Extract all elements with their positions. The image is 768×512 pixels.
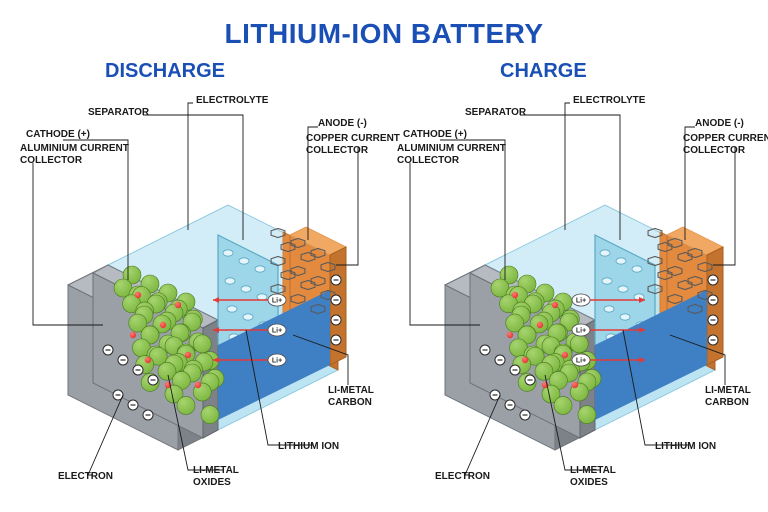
panel-heading-discharge: DISCHARGE: [105, 60, 225, 83]
label-separator: SEPARATOR: [465, 107, 526, 119]
label-oxides: LI-METALOXIDES: [570, 465, 616, 488]
label-carbon: LI-METALCARBON: [328, 385, 374, 408]
panel-heading-charge: CHARGE: [500, 60, 587, 83]
label-electron: ELECTRON: [58, 471, 113, 483]
svg-text:Li+: Li+: [272, 298, 282, 305]
label-lithium-ion: LITHIUM ION: [655, 441, 716, 453]
charge-panel: Li+ Li+ Li+ SEPARATOR ELECTROLYTE CATHODE (+)…: [395, 85, 755, 490]
label-electrolyte: ELECTROLYTE: [196, 95, 268, 107]
label-lithium-ion: LITHIUM ION: [278, 441, 339, 453]
main-title: LITHIUM-ION BATTERY: [0, 18, 768, 50]
label-oxides: LI-METALOXIDES: [193, 465, 239, 488]
label-electron: ELECTRON: [435, 471, 490, 483]
label-aluminium: ALUMINIUM CURRENTCOLLECTOR: [20, 143, 129, 166]
label-anode: ANODE (-): [318, 118, 367, 130]
svg-text:Li+: Li+: [272, 328, 282, 335]
svg-text:Li+: Li+: [576, 358, 586, 365]
label-separator: SEPARATOR: [88, 107, 149, 119]
label-anode: ANODE (-): [695, 118, 744, 130]
label-electrolyte: ELECTROLYTE: [573, 95, 645, 107]
label-carbon: LI-METALCARBON: [705, 385, 751, 408]
label-copper: COPPER CURRENTCOLLECTOR: [306, 133, 400, 156]
discharge-panel: Li+ Li+ Li+ SEPARATOR ELECTROLYTE CATHODE (+)…: [18, 85, 378, 490]
svg-text:Li+: Li+: [272, 358, 282, 365]
svg-text:Li+: Li+: [576, 328, 586, 335]
svg-text:Li+: Li+: [576, 298, 586, 305]
label-copper: COPPER CURRENTCOLLECTOR: [683, 133, 768, 156]
label-cathode: CATHODE (+): [403, 129, 467, 141]
label-aluminium: ALUMINIUM CURRENTCOLLECTOR: [397, 143, 506, 166]
label-cathode: CATHODE (+): [26, 129, 90, 141]
